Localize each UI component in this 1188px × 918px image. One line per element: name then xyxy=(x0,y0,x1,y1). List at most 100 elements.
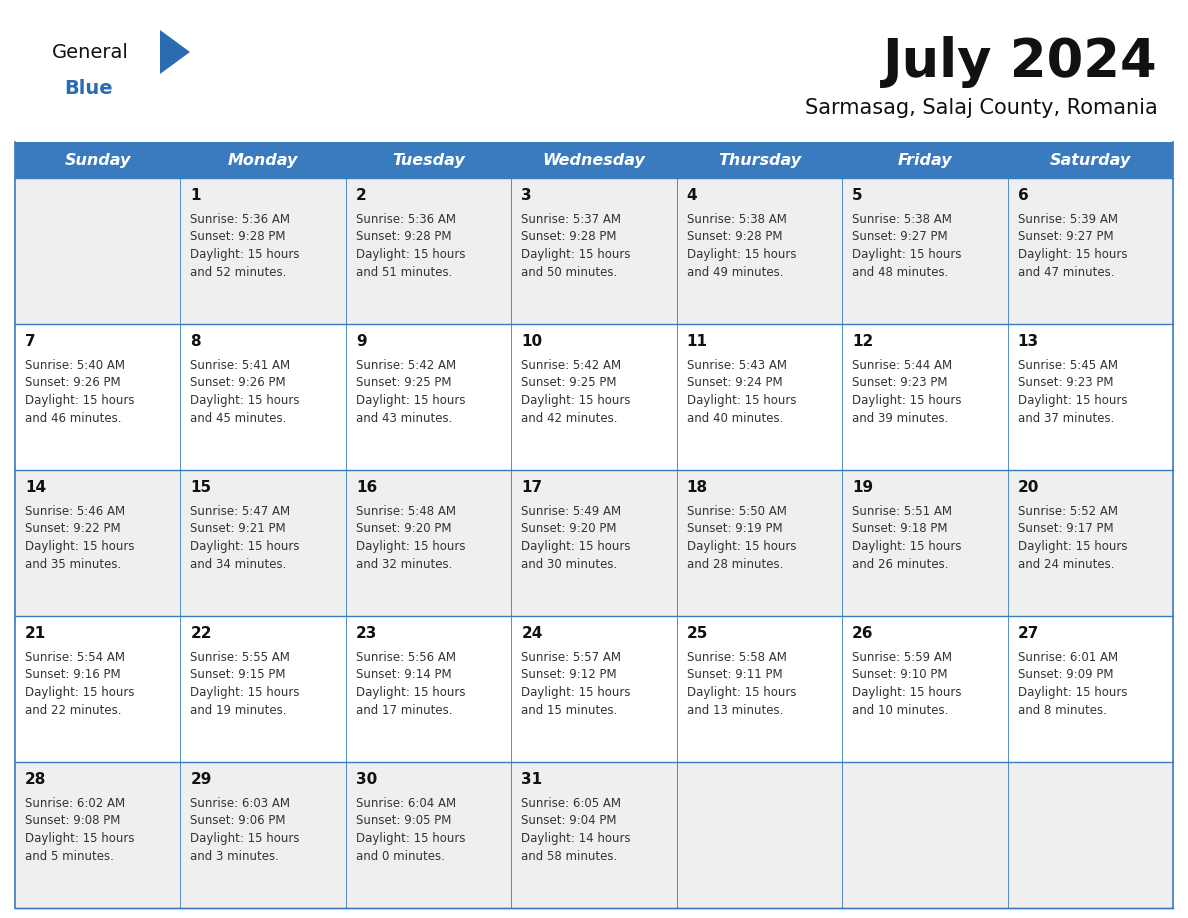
Text: Daylight: 15 hours: Daylight: 15 hours xyxy=(25,686,134,699)
Text: Sunset: 9:26 PM: Sunset: 9:26 PM xyxy=(25,376,121,389)
Text: Daylight: 15 hours: Daylight: 15 hours xyxy=(1018,686,1127,699)
Text: Sunrise: 5:50 AM: Sunrise: 5:50 AM xyxy=(687,505,786,518)
Text: and 34 minutes.: and 34 minutes. xyxy=(190,557,286,570)
Text: Daylight: 15 hours: Daylight: 15 hours xyxy=(522,394,631,407)
Text: Sunset: 9:10 PM: Sunset: 9:10 PM xyxy=(852,668,948,681)
Text: General: General xyxy=(52,42,128,62)
Text: and 39 minutes.: and 39 minutes. xyxy=(852,411,948,424)
Text: Daylight: 15 hours: Daylight: 15 hours xyxy=(852,540,961,553)
Text: and 42 minutes.: and 42 minutes. xyxy=(522,411,618,424)
Text: and 0 minutes.: and 0 minutes. xyxy=(356,849,444,863)
Text: Sunrise: 5:52 AM: Sunrise: 5:52 AM xyxy=(1018,505,1118,518)
Text: 21: 21 xyxy=(25,626,46,641)
Text: 28: 28 xyxy=(25,772,46,787)
Bar xyxy=(15,142,1173,178)
Text: and 32 minutes.: and 32 minutes. xyxy=(356,557,453,570)
Text: Sunset: 9:27 PM: Sunset: 9:27 PM xyxy=(852,230,948,243)
Text: Sunset: 9:20 PM: Sunset: 9:20 PM xyxy=(356,522,451,535)
Text: and 47 minutes.: and 47 minutes. xyxy=(1018,265,1114,278)
Text: 22: 22 xyxy=(190,626,211,641)
Text: Sarmasag, Salaj County, Romania: Sarmasag, Salaj County, Romania xyxy=(805,98,1158,118)
Text: 6: 6 xyxy=(1018,188,1029,203)
Text: Sunset: 9:06 PM: Sunset: 9:06 PM xyxy=(190,814,286,827)
Text: and 13 minutes.: and 13 minutes. xyxy=(687,703,783,717)
Text: Daylight: 15 hours: Daylight: 15 hours xyxy=(1018,540,1127,553)
Text: 23: 23 xyxy=(356,626,378,641)
Text: Sunset: 9:25 PM: Sunset: 9:25 PM xyxy=(356,376,451,389)
Text: Sunset: 9:15 PM: Sunset: 9:15 PM xyxy=(190,668,286,681)
Text: 13: 13 xyxy=(1018,334,1038,349)
Text: Sunset: 9:20 PM: Sunset: 9:20 PM xyxy=(522,522,617,535)
Text: Sunrise: 6:01 AM: Sunrise: 6:01 AM xyxy=(1018,651,1118,664)
Text: Sunrise: 5:38 AM: Sunrise: 5:38 AM xyxy=(687,213,786,226)
Text: and 5 minutes.: and 5 minutes. xyxy=(25,849,114,863)
Text: Sunrise: 5:46 AM: Sunrise: 5:46 AM xyxy=(25,505,125,518)
Text: Sunset: 9:22 PM: Sunset: 9:22 PM xyxy=(25,522,121,535)
Text: and 24 minutes.: and 24 minutes. xyxy=(1018,557,1114,570)
Text: 2: 2 xyxy=(356,188,367,203)
Text: 30: 30 xyxy=(356,772,377,787)
Text: Sunrise: 5:54 AM: Sunrise: 5:54 AM xyxy=(25,651,125,664)
Text: 7: 7 xyxy=(25,334,36,349)
Bar xyxy=(15,762,1173,908)
Text: 4: 4 xyxy=(687,188,697,203)
Text: Daylight: 15 hours: Daylight: 15 hours xyxy=(356,832,466,845)
Text: 18: 18 xyxy=(687,480,708,495)
Bar xyxy=(15,470,1173,616)
Text: Sunrise: 5:36 AM: Sunrise: 5:36 AM xyxy=(356,213,456,226)
Text: Sunset: 9:12 PM: Sunset: 9:12 PM xyxy=(522,668,617,681)
Text: Daylight: 15 hours: Daylight: 15 hours xyxy=(25,394,134,407)
Text: Daylight: 15 hours: Daylight: 15 hours xyxy=(190,686,299,699)
Text: Daylight: 15 hours: Daylight: 15 hours xyxy=(25,832,134,845)
Text: Sunrise: 5:48 AM: Sunrise: 5:48 AM xyxy=(356,505,456,518)
Text: Saturday: Saturday xyxy=(1050,152,1131,167)
Text: 10: 10 xyxy=(522,334,543,349)
Text: 25: 25 xyxy=(687,626,708,641)
Text: 8: 8 xyxy=(190,334,201,349)
Text: and 17 minutes.: and 17 minutes. xyxy=(356,703,453,717)
Text: and 35 minutes.: and 35 minutes. xyxy=(25,557,121,570)
Text: Sunset: 9:26 PM: Sunset: 9:26 PM xyxy=(190,376,286,389)
Text: Blue: Blue xyxy=(64,79,113,97)
Text: Daylight: 15 hours: Daylight: 15 hours xyxy=(356,686,466,699)
Text: 20: 20 xyxy=(1018,480,1040,495)
Text: 12: 12 xyxy=(852,334,873,349)
Text: Sunrise: 5:41 AM: Sunrise: 5:41 AM xyxy=(190,359,291,372)
Text: Wednesday: Wednesday xyxy=(543,152,645,167)
Text: and 30 minutes.: and 30 minutes. xyxy=(522,557,618,570)
Text: Daylight: 15 hours: Daylight: 15 hours xyxy=(852,394,961,407)
Text: Daylight: 15 hours: Daylight: 15 hours xyxy=(1018,248,1127,261)
Text: and 8 minutes.: and 8 minutes. xyxy=(1018,703,1106,717)
Text: Sunrise: 5:36 AM: Sunrise: 5:36 AM xyxy=(190,213,290,226)
Text: Daylight: 15 hours: Daylight: 15 hours xyxy=(522,686,631,699)
Text: Sunset: 9:28 PM: Sunset: 9:28 PM xyxy=(687,230,782,243)
Text: Sunset: 9:18 PM: Sunset: 9:18 PM xyxy=(852,522,948,535)
Text: and 3 minutes.: and 3 minutes. xyxy=(190,849,279,863)
Text: 31: 31 xyxy=(522,772,543,787)
Text: Sunset: 9:04 PM: Sunset: 9:04 PM xyxy=(522,814,617,827)
Text: Daylight: 15 hours: Daylight: 15 hours xyxy=(190,248,299,261)
Text: Sunset: 9:24 PM: Sunset: 9:24 PM xyxy=(687,376,783,389)
Text: Sunrise: 5:51 AM: Sunrise: 5:51 AM xyxy=(852,505,952,518)
Text: 16: 16 xyxy=(356,480,377,495)
Text: and 15 minutes.: and 15 minutes. xyxy=(522,703,618,717)
Text: 19: 19 xyxy=(852,480,873,495)
Text: 24: 24 xyxy=(522,626,543,641)
Text: Daylight: 15 hours: Daylight: 15 hours xyxy=(356,540,466,553)
Text: and 19 minutes.: and 19 minutes. xyxy=(190,703,287,717)
Text: and 43 minutes.: and 43 minutes. xyxy=(356,411,453,424)
Text: Sunset: 9:16 PM: Sunset: 9:16 PM xyxy=(25,668,121,681)
Text: Sunrise: 5:39 AM: Sunrise: 5:39 AM xyxy=(1018,213,1118,226)
Text: Friday: Friday xyxy=(898,152,952,167)
Text: Sunrise: 6:05 AM: Sunrise: 6:05 AM xyxy=(522,797,621,810)
Text: Sunrise: 5:44 AM: Sunrise: 5:44 AM xyxy=(852,359,953,372)
Text: Sunset: 9:09 PM: Sunset: 9:09 PM xyxy=(1018,668,1113,681)
Bar xyxy=(15,616,1173,762)
Text: Sunset: 9:27 PM: Sunset: 9:27 PM xyxy=(1018,230,1113,243)
Text: 15: 15 xyxy=(190,480,211,495)
Text: Sunrise: 5:49 AM: Sunrise: 5:49 AM xyxy=(522,505,621,518)
Text: Sunrise: 5:43 AM: Sunrise: 5:43 AM xyxy=(687,359,786,372)
Text: Sunrise: 5:55 AM: Sunrise: 5:55 AM xyxy=(190,651,290,664)
Text: Daylight: 15 hours: Daylight: 15 hours xyxy=(190,832,299,845)
Text: and 49 minutes.: and 49 minutes. xyxy=(687,265,783,278)
